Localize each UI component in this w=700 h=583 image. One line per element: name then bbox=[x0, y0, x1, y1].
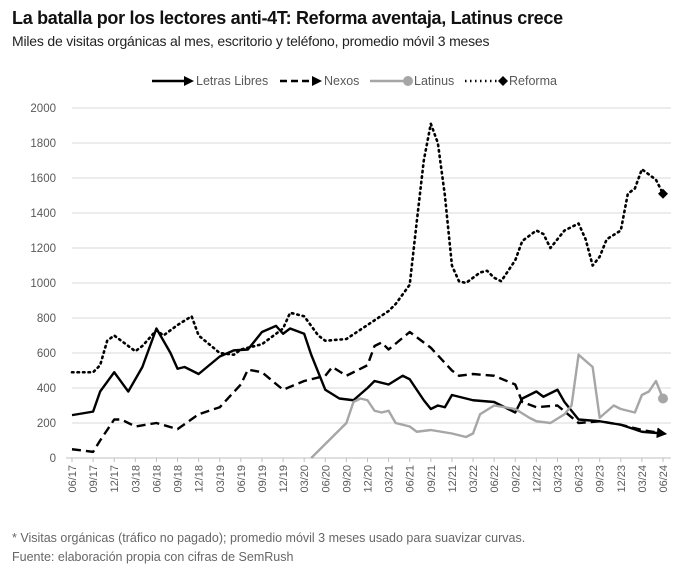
y-tick-label: 1000 bbox=[30, 278, 56, 290]
series-latinus bbox=[310, 353, 668, 459]
chart-subtitle: Miles de visitas orgánicas al mes, escri… bbox=[12, 33, 490, 49]
x-tick-label: 03/22 bbox=[468, 465, 480, 493]
series-line bbox=[310, 353, 665, 459]
series-nexos bbox=[71, 330, 667, 454]
y-tick-label: 1200 bbox=[30, 243, 56, 255]
x-tick-label: 12/19 bbox=[278, 465, 290, 493]
x-tick-label: 12/20 bbox=[363, 465, 375, 493]
legend-item: Nexos bbox=[280, 74, 359, 88]
x-tick-label: 06/23 bbox=[574, 465, 586, 493]
x-tick-label: 03/21 bbox=[384, 465, 396, 493]
y-tick-label: 200 bbox=[37, 418, 56, 430]
x-tick-label: 03/18 bbox=[130, 465, 142, 493]
y-tick-label: 2000 bbox=[30, 103, 56, 115]
legend-item: Reforma bbox=[465, 74, 557, 88]
y-tick-label: 0 bbox=[50, 453, 56, 465]
x-tick-label: 03/20 bbox=[299, 465, 311, 493]
series-line bbox=[70, 122, 665, 374]
x-tick-label: 12/18 bbox=[194, 465, 206, 493]
legend-label: Latinus bbox=[414, 74, 454, 88]
source-note: Fuente: elaboración propia con cifras de… bbox=[12, 550, 294, 564]
x-tick-label: 06/22 bbox=[489, 465, 501, 493]
x-tick-label: 12/17 bbox=[109, 465, 121, 493]
legend-marker bbox=[403, 76, 413, 86]
series-end-marker bbox=[656, 427, 667, 438]
series-reforma bbox=[70, 122, 668, 374]
legend-item: Letras Libres bbox=[152, 74, 268, 88]
x-tick-label: 12/21 bbox=[447, 465, 459, 493]
legend-marker bbox=[312, 76, 322, 86]
legend-label: Reforma bbox=[509, 74, 557, 88]
footnote: * Visitas orgánicas (tráfico no pagado);… bbox=[12, 531, 526, 545]
x-tick-label: 06/18 bbox=[151, 465, 163, 493]
x-tick-label: 09/19 bbox=[257, 465, 269, 493]
series-line bbox=[71, 324, 664, 435]
x-tick-label: 06/24 bbox=[658, 465, 670, 493]
x-tick-label: 06/19 bbox=[236, 465, 248, 493]
x-tick-label: 09/17 bbox=[88, 465, 100, 493]
x-tick-label: 09/23 bbox=[595, 465, 607, 493]
x-tick-label: 06/20 bbox=[320, 465, 332, 493]
x-tick-label: 03/19 bbox=[215, 465, 227, 493]
series-line bbox=[71, 330, 664, 454]
x-tick-label: 09/20 bbox=[341, 465, 353, 493]
y-tick-label: 400 bbox=[37, 383, 56, 395]
x-tick-label: 09/21 bbox=[426, 465, 438, 493]
x-tick-label: 09/18 bbox=[173, 465, 185, 493]
legend-marker bbox=[498, 76, 508, 86]
chart-title: La batalla por los lectores anti-4T: Ref… bbox=[12, 8, 563, 28]
legend-item: Latinus bbox=[370, 74, 454, 88]
y-tick-label: 800 bbox=[37, 313, 56, 325]
y-tick-label: 600 bbox=[37, 348, 56, 360]
x-tick-label: 12/23 bbox=[616, 465, 628, 493]
legend-label: Nexos bbox=[324, 74, 359, 88]
y-tick-label: 1400 bbox=[30, 208, 56, 220]
x-tick-label: 03/23 bbox=[552, 465, 564, 493]
x-tick-label: 09/22 bbox=[510, 465, 522, 493]
legend-marker bbox=[184, 76, 194, 86]
x-tick-label: 06/17 bbox=[67, 465, 79, 493]
legend-label: Letras Libres bbox=[196, 74, 268, 88]
y-tick-label: 1600 bbox=[30, 173, 56, 185]
series-end-marker bbox=[658, 393, 668, 404]
series-end-marker bbox=[658, 188, 668, 199]
y-tick-label: 1800 bbox=[30, 138, 56, 150]
x-tick-label: 12/22 bbox=[531, 465, 543, 493]
x-tick-label: 03/24 bbox=[637, 465, 649, 493]
x-tick-label: 06/21 bbox=[405, 465, 417, 493]
